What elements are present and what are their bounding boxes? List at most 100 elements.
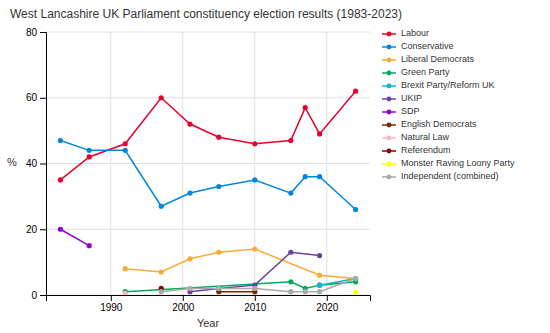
legend-marker (387, 45, 392, 50)
legend-marker (387, 123, 392, 128)
series-point (123, 291, 128, 295)
series-point (123, 148, 128, 153)
legend-item: Natural Law (382, 132, 450, 142)
legend-marker (387, 175, 392, 180)
series-point (317, 283, 322, 288)
x-tick: 1990 (100, 295, 123, 313)
series-point (252, 177, 257, 182)
series-line (60, 229, 89, 245)
legend-item: Green Party (382, 67, 450, 77)
y-tick-label: 40 (26, 158, 38, 169)
y-axis-line (40, 33, 47, 296)
legend-marker (387, 58, 392, 63)
legend-item: Referendum (382, 145, 451, 155)
x-grid-line (110, 32, 111, 295)
series-point (353, 290, 358, 295)
x-grid-line (182, 32, 183, 295)
series-point (353, 276, 358, 281)
series-line (161, 279, 355, 292)
y-tick-mark (40, 98, 46, 99)
x-tick-label: 2000 (172, 302, 195, 313)
legend-label: Referendum (401, 145, 451, 155)
x-axis-title: Year (197, 317, 220, 329)
series-point (123, 141, 128, 146)
legend-item: UKIP (382, 93, 422, 103)
series (123, 246, 359, 281)
y-axis: 0 20 40 60 80 (26, 27, 47, 301)
chart: 1990200020102020020406080West Lancashire… (0, 0, 550, 333)
legend-label: SDP (401, 106, 420, 116)
legend-marker (387, 110, 392, 115)
legend-label: Monster Raving Loony Party (401, 158, 515, 168)
x-tick-mark (255, 295, 256, 301)
series-point (159, 204, 164, 209)
legend: LabourConservativeLiberal DemocratsGreen… (382, 28, 515, 181)
y-tick-label: 0 (31, 290, 37, 301)
legend-item: SDP (382, 106, 420, 116)
series-point (353, 276, 358, 281)
legend-item: Monster Raving Loony Party (382, 158, 515, 168)
series-point (216, 286, 221, 291)
legend-label: Natural Law (401, 132, 450, 142)
series-point (159, 95, 164, 100)
legend-item: Conservative (382, 41, 454, 51)
series-point (353, 276, 358, 281)
legend-marker (387, 71, 392, 76)
y-axis-title: % (7, 156, 17, 168)
series-point (187, 286, 192, 291)
series-line (320, 279, 356, 286)
series (123, 291, 128, 295)
series-point (187, 256, 192, 261)
x-tick-label: 2020 (316, 302, 339, 313)
series-point (58, 177, 63, 182)
legend-label: English Democrats (401, 119, 477, 129)
legend-item: English Democrats (382, 119, 477, 129)
x-tick-mark (111, 295, 112, 301)
series (58, 138, 358, 212)
y-tick-label: 20 (26, 224, 38, 235)
x-axis: 1990200020102020 (47, 295, 371, 313)
legend-item: Independent (combined) (382, 171, 499, 181)
y-tick-mark (40, 32, 46, 33)
series-point (87, 243, 92, 248)
series-point (252, 141, 257, 146)
series (317, 276, 358, 288)
series-point (353, 89, 358, 94)
series-point (288, 138, 293, 143)
legend-label: Conservative (401, 41, 454, 51)
series-point (303, 174, 308, 179)
series-point (353, 207, 358, 212)
legend-marker (387, 97, 392, 102)
plot-area (58, 89, 358, 295)
series-point (187, 121, 192, 126)
y-tick: 20 (26, 224, 46, 235)
series-point (216, 184, 221, 189)
legend-label: Green Party (401, 67, 450, 77)
series-point (288, 289, 293, 294)
y-tick-mark (40, 229, 46, 230)
series-point (252, 286, 257, 291)
x-axis-line (47, 296, 371, 302)
series-point (317, 253, 322, 258)
legend-label: UKIP (401, 93, 422, 103)
y-tick-label: 60 (26, 92, 38, 103)
series-point (58, 227, 63, 232)
legend-item: Brexit Party/Reform UK (382, 80, 495, 90)
y-tick-label: 80 (26, 27, 38, 38)
legend-marker (387, 136, 392, 141)
grid (46, 32, 370, 295)
legend-label: Liberal Democrats (401, 54, 475, 64)
series-point (317, 283, 322, 288)
x-tick-mark (183, 295, 184, 301)
series-point (303, 289, 308, 294)
y-tick-mark (40, 295, 46, 296)
series-point (317, 131, 322, 136)
series-point (317, 289, 322, 294)
legend-marker (387, 149, 392, 154)
series-point (216, 250, 221, 255)
x-tick: 2000 (172, 295, 195, 313)
x-tick-mark (327, 295, 328, 301)
x-tick-label: 1990 (100, 302, 123, 313)
y-tick: 60 (26, 92, 46, 103)
series (216, 289, 257, 294)
